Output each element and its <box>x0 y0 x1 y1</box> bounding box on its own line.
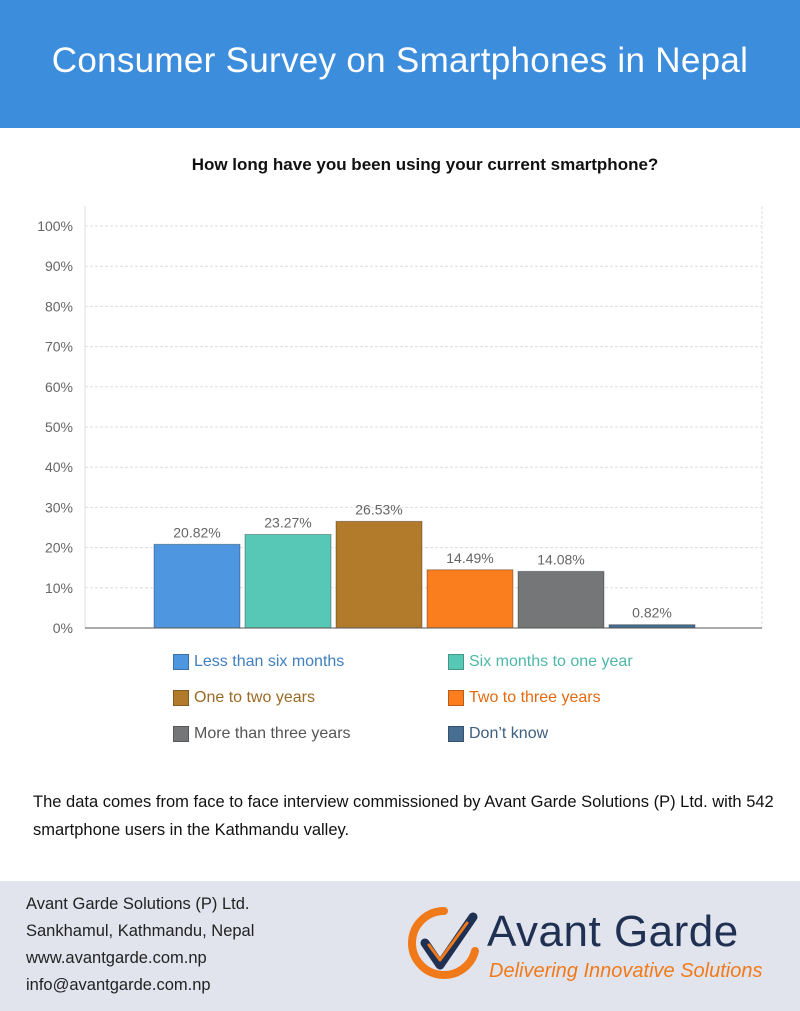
company-name: Avant Garde Solutions (P) Ltd. <box>26 895 250 913</box>
company-website: www.avantgarde.com.np <box>26 949 207 967</box>
bar-2 <box>244 533 332 629</box>
legend-label: More than three years <box>194 725 351 742</box>
bar-4 <box>426 569 514 629</box>
survey-note: The data comes from face to face intervi… <box>33 793 774 839</box>
data-label: 26.53% <box>355 501 402 517</box>
legend-label: Six months to one year <box>469 653 633 670</box>
legend-item: Less than six months <box>173 653 344 671</box>
bar-5 <box>517 570 605 629</box>
legend-swatch <box>448 726 464 742</box>
company-logo: Avant Garde Delivering Innovative Soluti… <box>405 903 765 989</box>
legend-label: Don’t know <box>469 725 549 742</box>
legend-item: Six months to one year <box>448 653 633 671</box>
legend-swatch <box>448 654 464 670</box>
legend-swatch <box>173 654 189 670</box>
data-label: 14.49% <box>446 550 493 566</box>
bar-chart: 0% 10% 20% 30% 40% 50% 60% 70% 80% 90% 100% 20.82% 2… <box>37 206 763 636</box>
legend-label: One to two years <box>194 689 315 706</box>
y-tick-label: 60% <box>45 379 73 395</box>
company-address: Sankhamul, Kathmandu, Nepal <box>26 922 255 940</box>
logo-name: Avant Garde <box>487 907 739 956</box>
checkmark-circle-logo-icon <box>408 907 479 979</box>
logo-tagline: Delivering Innovative Solutions <box>489 960 763 982</box>
y-tick-label: 50% <box>45 419 73 435</box>
y-tick-label: 30% <box>45 499 73 515</box>
legend-item: Two to three years <box>448 689 601 707</box>
y-tick-label: 80% <box>45 298 73 314</box>
footer: Avant Garde Solutions (P) Ltd. Sankhamul… <box>0 881 800 1011</box>
page-header: Consumer Survey on Smartphones in Nepal <box>0 0 800 128</box>
bar-3 <box>335 520 423 629</box>
company-email: info@avantgarde.com.np <box>26 976 211 994</box>
contact-info: Avant Garde Solutions (P) Ltd. Sankhamul… <box>26 891 254 999</box>
page-title: Consumer Survey on Smartphones in Nepal <box>51 41 749 80</box>
data-label: 14.08% <box>537 551 584 567</box>
data-label: 23.27% <box>264 514 311 530</box>
bar-1 <box>153 543 241 629</box>
legend-swatch <box>448 690 464 706</box>
y-tick-label: 100% <box>37 218 73 234</box>
legend-swatch <box>173 690 189 706</box>
y-tick-label: 10% <box>45 580 73 596</box>
legend-item: More than three years <box>173 725 351 743</box>
legend-item: Don’t know <box>448 725 548 743</box>
data-label: 0.82% <box>632 605 672 621</box>
legend-label: Two to three years <box>469 689 601 706</box>
legend-swatch <box>173 726 189 742</box>
y-tick-label: 70% <box>45 339 73 355</box>
legend-item: One to two years <box>173 689 315 707</box>
legend-label: Less than six months <box>194 653 345 670</box>
y-tick-label: 0% <box>53 620 73 636</box>
y-tick-label: 90% <box>45 258 73 274</box>
y-tick-label: 20% <box>45 540 73 556</box>
y-tick-label: 40% <box>45 459 73 475</box>
chart-title: How long have you been using your curren… <box>191 155 659 174</box>
data-label: 20.82% <box>173 524 220 540</box>
